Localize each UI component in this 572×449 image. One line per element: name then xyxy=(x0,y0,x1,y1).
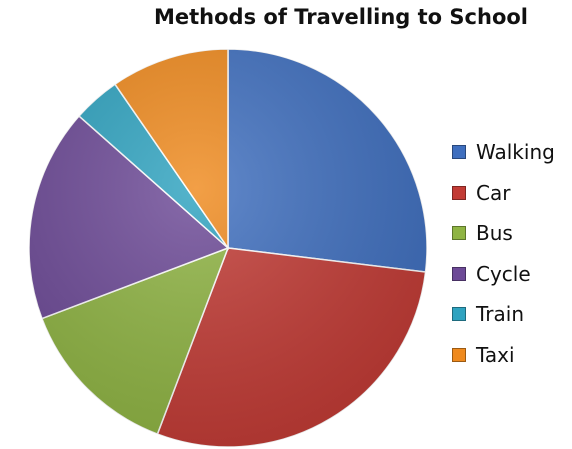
legend-swatch xyxy=(452,307,466,322)
legend-item-bus: Bus xyxy=(452,213,555,254)
legend-swatch xyxy=(452,185,466,200)
legend-label: Taxi xyxy=(476,342,515,367)
legend-label: Walking xyxy=(476,140,555,165)
legend-swatch xyxy=(452,145,466,160)
chart-title: Methods of Travelling to School xyxy=(154,5,528,29)
legend-label: Train xyxy=(476,302,524,327)
legend-item-car: Car xyxy=(452,173,555,214)
legend-swatch xyxy=(452,266,466,281)
legend-label: Cycle xyxy=(476,261,531,286)
legend-swatch xyxy=(452,347,466,362)
legend-label: Car xyxy=(476,180,511,205)
legend: Walking Car Bus Cycle Train Taxi xyxy=(452,132,555,375)
legend-item-cycle: Cycle xyxy=(452,254,555,295)
legend-item-walking: Walking xyxy=(452,132,555,173)
pie-slice-walking xyxy=(227,48,428,273)
legend-swatch xyxy=(452,226,466,241)
legend-item-train: Train xyxy=(452,294,555,335)
legend-item-taxi: Taxi xyxy=(452,335,555,376)
legend-label: Bus xyxy=(476,221,513,246)
